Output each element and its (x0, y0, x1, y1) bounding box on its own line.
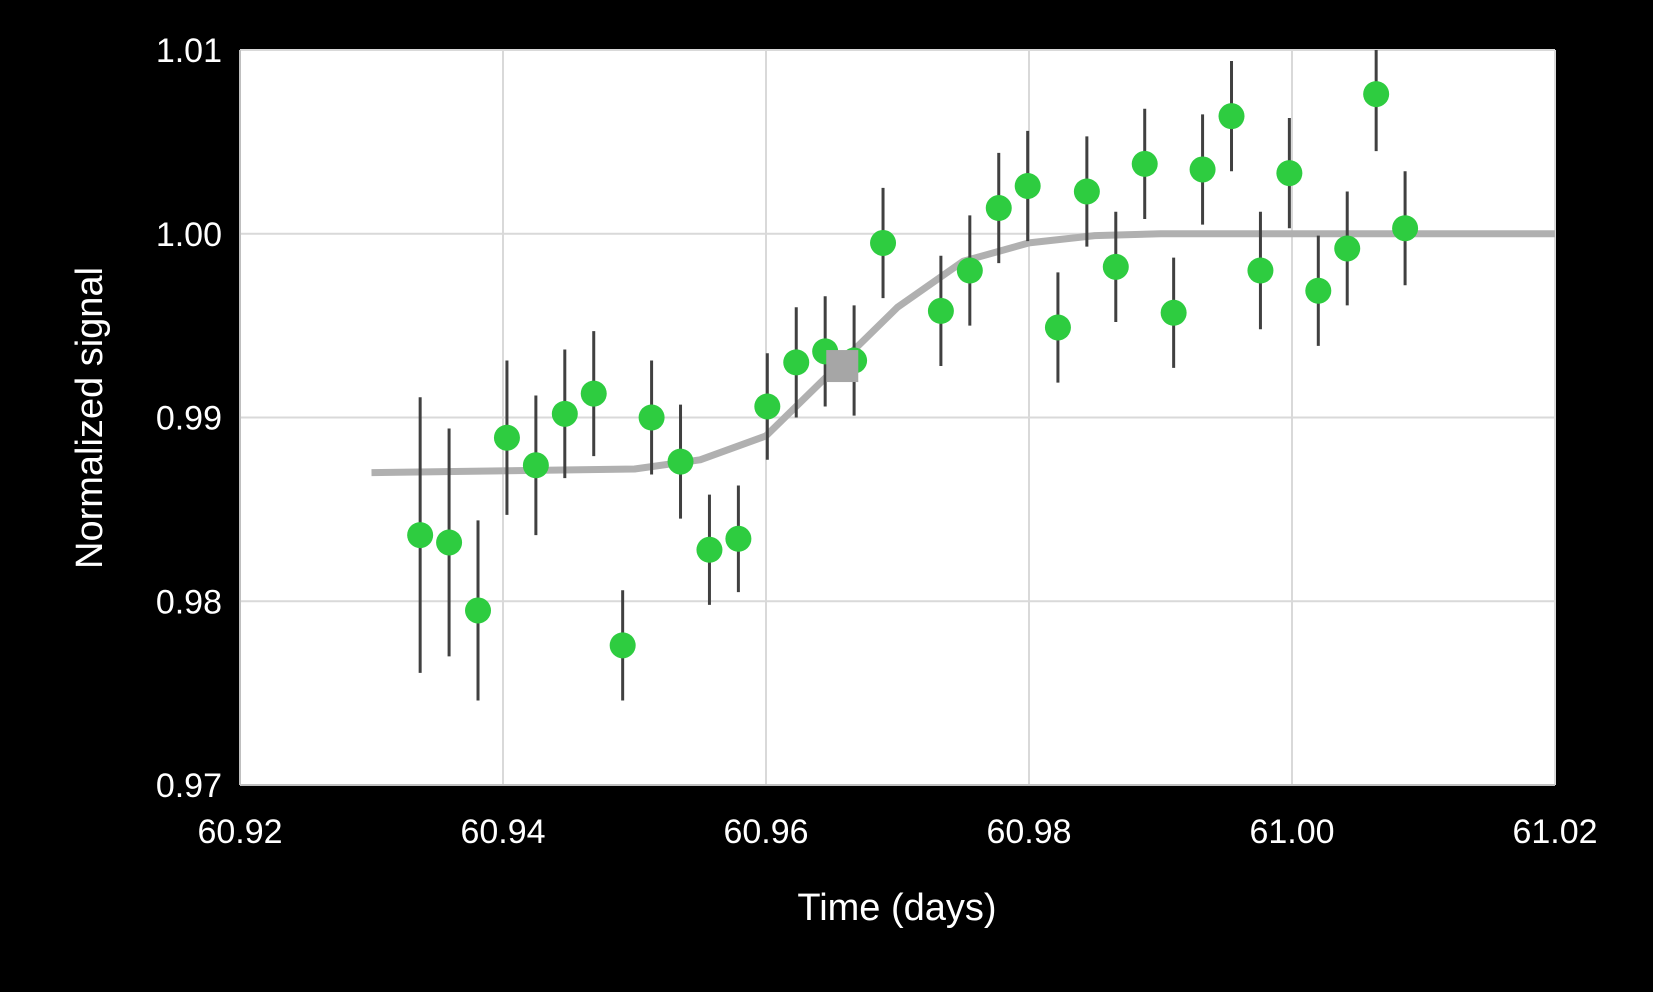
y-tick-labels: 0.97 0.98 0.99 1.00 1.01 (156, 32, 222, 805)
data-point (1131, 150, 1158, 177)
data-point (638, 404, 665, 431)
x-tick-label: 60.92 (197, 813, 282, 851)
data-point (1014, 172, 1041, 199)
data-point (522, 452, 549, 479)
data-point (667, 448, 694, 475)
data-point (1044, 314, 1071, 341)
data-point (1247, 257, 1274, 284)
data-point (580, 380, 607, 407)
data-point (436, 529, 463, 556)
x-tick-labels: 60.92 60.94 60.96 60.98 61.00 61.02 (197, 813, 1597, 851)
data-point (783, 349, 810, 376)
data-point (551, 400, 578, 427)
data-point (927, 297, 954, 324)
data-point (1160, 299, 1187, 326)
data-point (493, 424, 520, 451)
midpoint-marker (826, 350, 859, 383)
y-tick-label: 0.97 (156, 767, 222, 805)
y-tick-label: 1.00 (156, 216, 222, 254)
data-point (609, 632, 636, 659)
data-point (1102, 253, 1129, 280)
y-tick-label: 0.98 (156, 583, 222, 621)
x-axis-title: Time (days) (797, 887, 996, 929)
data-point (1334, 235, 1361, 262)
data-point (1305, 277, 1332, 304)
y-tick-label: 1.01 (156, 32, 222, 70)
data-point (870, 229, 897, 256)
data-point (754, 393, 781, 420)
data-point (725, 525, 752, 552)
x-tick-label: 60.94 (460, 813, 545, 851)
data-point (956, 257, 983, 284)
midpoint-marker-group (826, 350, 859, 383)
data-point (407, 522, 434, 549)
data-point (1392, 215, 1419, 242)
x-tick-label: 60.96 (723, 813, 808, 851)
data-point (1189, 156, 1216, 183)
data-point (1276, 160, 1303, 187)
data-point (985, 195, 1012, 222)
x-tick-label: 61.00 (1249, 813, 1334, 851)
y-tick-label: 0.99 (156, 400, 222, 438)
data-points (407, 81, 1419, 659)
x-tick-label: 60.98 (986, 813, 1071, 851)
y-axis-title: Normalized signal (69, 267, 111, 569)
data-point (1073, 178, 1100, 205)
data-point (465, 597, 492, 624)
x-tick-label: 61.02 (1512, 813, 1597, 851)
data-point (1218, 103, 1245, 130)
data-point (696, 536, 723, 563)
plot-axes (239, 50, 1555, 786)
data-point (1363, 81, 1390, 108)
